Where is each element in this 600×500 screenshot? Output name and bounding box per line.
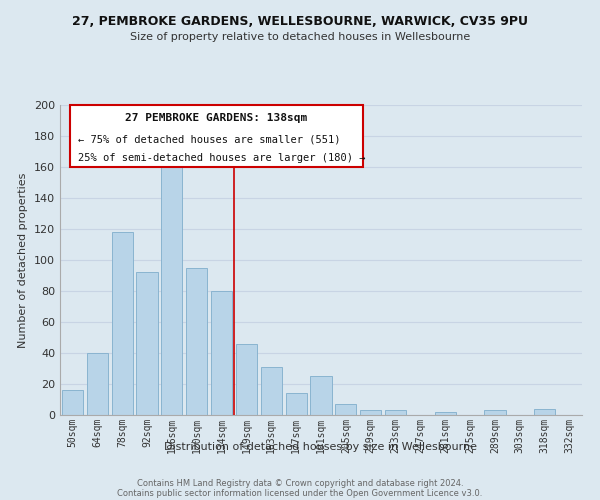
Bar bbox=[211, 291, 232, 415]
Bar bbox=[310, 376, 332, 415]
Bar bbox=[484, 410, 506, 415]
Text: 27 PEMBROKE GARDENS: 138sqm: 27 PEMBROKE GARDENS: 138sqm bbox=[125, 113, 308, 122]
Text: 25% of semi-detached houses are larger (180) →: 25% of semi-detached houses are larger (… bbox=[78, 153, 366, 163]
Bar bbox=[87, 353, 108, 415]
Bar bbox=[534, 409, 555, 415]
Bar bbox=[186, 268, 207, 415]
Text: Size of property relative to detached houses in Wellesbourne: Size of property relative to detached ho… bbox=[130, 32, 470, 42]
Y-axis label: Number of detached properties: Number of detached properties bbox=[19, 172, 28, 348]
Bar bbox=[286, 394, 307, 415]
FancyBboxPatch shape bbox=[70, 105, 363, 167]
Text: Contains HM Land Registry data © Crown copyright and database right 2024.: Contains HM Land Registry data © Crown c… bbox=[137, 478, 463, 488]
Bar bbox=[62, 390, 83, 415]
Text: Contains public sector information licensed under the Open Government Licence v3: Contains public sector information licen… bbox=[118, 488, 482, 498]
Text: Distribution of detached houses by size in Wellesbourne: Distribution of detached houses by size … bbox=[164, 442, 478, 452]
Text: ← 75% of detached houses are smaller (551): ← 75% of detached houses are smaller (55… bbox=[78, 134, 341, 144]
Bar bbox=[385, 410, 406, 415]
Text: 27, PEMBROKE GARDENS, WELLESBOURNE, WARWICK, CV35 9PU: 27, PEMBROKE GARDENS, WELLESBOURNE, WARW… bbox=[72, 15, 528, 28]
Bar bbox=[335, 404, 356, 415]
Bar bbox=[161, 156, 182, 415]
Bar bbox=[261, 367, 282, 415]
Bar bbox=[360, 410, 381, 415]
Bar bbox=[435, 412, 456, 415]
Bar bbox=[112, 232, 133, 415]
Bar bbox=[136, 272, 158, 415]
Bar bbox=[236, 344, 257, 415]
